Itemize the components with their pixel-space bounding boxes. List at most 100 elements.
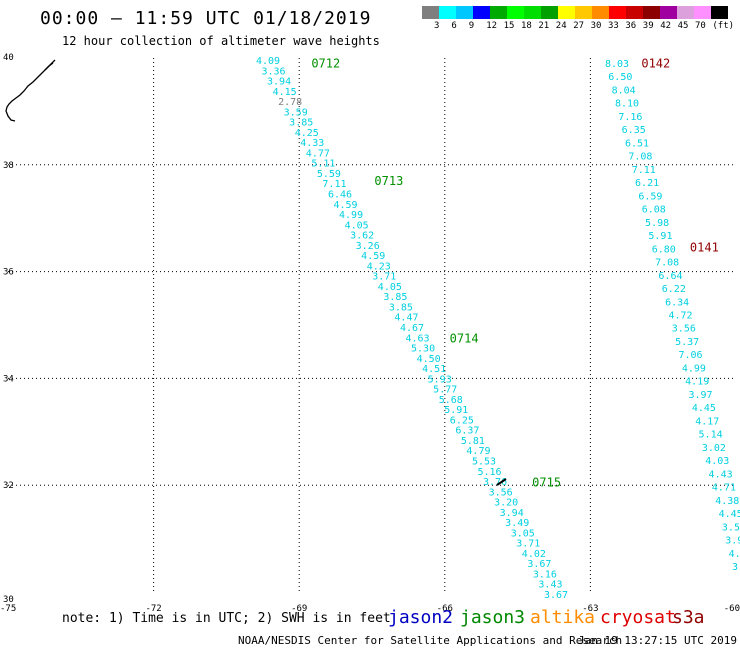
- wave-height-value: 3.36: [261, 66, 285, 77]
- wave-height-value: 6.25: [450, 415, 474, 426]
- wave-height-value: 3.85: [389, 302, 413, 313]
- wave-height-value: 3.90: [725, 536, 740, 547]
- wave-height-value: 5.77: [433, 385, 457, 396]
- legend-swatch: [473, 6, 490, 19]
- wave-height-value: 4.59: [333, 200, 357, 211]
- wave-height-value: 3.97: [689, 390, 713, 401]
- wave-height-value: 3.94: [500, 508, 524, 519]
- legend-tick-label: 9: [468, 21, 475, 31]
- legend-swatch: [677, 6, 694, 19]
- wave-height-value: 3.59: [284, 107, 308, 118]
- wave-height-value: 7.16: [618, 112, 642, 123]
- legend-swatch: [694, 6, 711, 19]
- lon-axis-label: -72: [145, 604, 161, 614]
- wave-height-value: 6.80: [652, 244, 676, 255]
- wave-height-value: 3.16: [533, 569, 557, 580]
- wave-height-value: 3.20: [494, 498, 518, 509]
- wave-height-value: 3.43: [538, 580, 562, 591]
- legend-labels: 3 6 9 12 15 18 21 24 27 30 33 36 39 42 45 70 (ft): [422, 21, 734, 35]
- wave-height-value: 4.99: [339, 210, 363, 221]
- map-subtitle: 12 hour collection of altimeter wave hei…: [62, 34, 380, 48]
- mission-label-altika: altika: [530, 607, 596, 628]
- legend-swatch: [541, 6, 558, 19]
- wave-height-value: 6.64: [658, 271, 682, 282]
- wave-height-value: 6.35: [622, 125, 646, 136]
- wave-height-value: 7.08: [655, 258, 679, 269]
- lat-axis-label: 40: [3, 53, 14, 63]
- wave-height-value: 4.43: [709, 469, 733, 480]
- wave-height-value: 5.30: [411, 344, 435, 355]
- legend-tick-label: 30: [590, 21, 602, 31]
- legend-tick-label: 15: [503, 21, 515, 31]
- wave-height-value: 4.79: [466, 446, 490, 457]
- wave-height-value: 4.71: [712, 483, 736, 494]
- legend-tick-label: 21: [538, 21, 550, 31]
- lat-axis-label: 30: [3, 595, 14, 605]
- axis-labels: -75 -72 -69 -66 -63 -60 40 38 36 34 32 30: [0, 53, 740, 614]
- pass-time-label: 0715: [532, 476, 561, 490]
- wave-height-value: 3.76: [483, 477, 507, 488]
- lon-axis-label: -60: [724, 604, 740, 614]
- wave-height-value: 8.04: [612, 85, 636, 96]
- wave-height-value: 3.65: [732, 562, 740, 573]
- wave-height-value: 5.37: [675, 337, 699, 348]
- legend-tick-label: 70: [695, 21, 706, 31]
- wave-height-value: 7.08: [628, 152, 652, 163]
- wave-height-value: 4.45: [692, 403, 716, 414]
- lat-axis-label: 36: [3, 268, 14, 278]
- wave-height-value: 4.63: [405, 333, 429, 344]
- wave-height-value: 5.98: [645, 218, 669, 229]
- pass-time-label: 0713: [374, 174, 403, 188]
- legend-swatch: [575, 6, 592, 19]
- wave-height-value: 4.47: [394, 313, 418, 324]
- legend-swatches: [422, 6, 728, 19]
- wave-height-value: 3.71: [372, 272, 396, 283]
- wave-height-value: 3.02: [702, 443, 726, 454]
- mission-label-cryosat: cryosat: [600, 607, 676, 628]
- wave-height-value: 4.67: [400, 323, 424, 334]
- coastline-island: [44, 62, 54, 71]
- wave-height-value: 3.56: [672, 324, 696, 335]
- map-title: 00:00 – 11:59 UTC 01/18/2019: [40, 8, 372, 29]
- mission-label-jason3: jason3: [460, 607, 526, 628]
- wave-height-value: 5.81: [461, 436, 485, 447]
- wave-height-value: 6.08: [642, 205, 666, 216]
- wave-height-value: 3.05: [511, 528, 535, 539]
- wave-height-value: 3.67: [544, 590, 568, 601]
- wave-height-value: 5.68: [439, 395, 463, 406]
- legend-tick-label: 24: [555, 21, 567, 31]
- legend-swatch: [490, 6, 507, 19]
- wave-height-value: 7.11: [632, 165, 656, 176]
- lat-axis-label: 34: [3, 374, 14, 384]
- wave-height-value: 4.59: [361, 251, 385, 262]
- wave-height-value: 4.38: [715, 496, 739, 507]
- wave-height-value: 4.12: [729, 549, 740, 560]
- wave-height-value: 5.91: [444, 405, 468, 416]
- lat-axis-label: 32: [3, 481, 14, 491]
- wave-height-value: 4.03: [705, 456, 729, 467]
- wave-height-value: 4.72: [668, 311, 692, 322]
- wave-height-value: 5.53: [472, 457, 496, 468]
- wave-height-value: 5.11: [311, 159, 335, 170]
- wave-height-value: 4.33: [300, 138, 324, 149]
- mission-label-jason2: jason2: [388, 607, 454, 628]
- wave-height-value: 3.85: [383, 292, 407, 303]
- lat-axis-label: 38: [3, 161, 14, 171]
- wave-height-value: 4.23: [367, 261, 391, 272]
- pass-time-label: 0142: [641, 56, 670, 70]
- legend-tick-label: 12: [486, 21, 498, 31]
- wave-height-value: 7.06: [678, 350, 702, 361]
- wave-height-value: 5.93: [428, 374, 452, 385]
- wave-height-value: 2.78: [278, 97, 302, 108]
- footer-note: note: 1) Time is in UTC; 2) SWH is in fe…: [62, 611, 391, 626]
- coastline: [5, 59, 56, 122]
- coastline-path: [5, 59, 56, 122]
- wave-height-value: 4.19: [685, 377, 709, 388]
- wave-height-value: 4.09: [256, 56, 280, 67]
- wave-height-value: 4.05: [345, 220, 369, 231]
- wave-height-value: 6.34: [665, 297, 689, 308]
- wave-height-value: 3.62: [350, 231, 374, 242]
- wave-height-value: 3.56: [489, 487, 513, 498]
- wave-height-value: 3.49: [505, 518, 529, 529]
